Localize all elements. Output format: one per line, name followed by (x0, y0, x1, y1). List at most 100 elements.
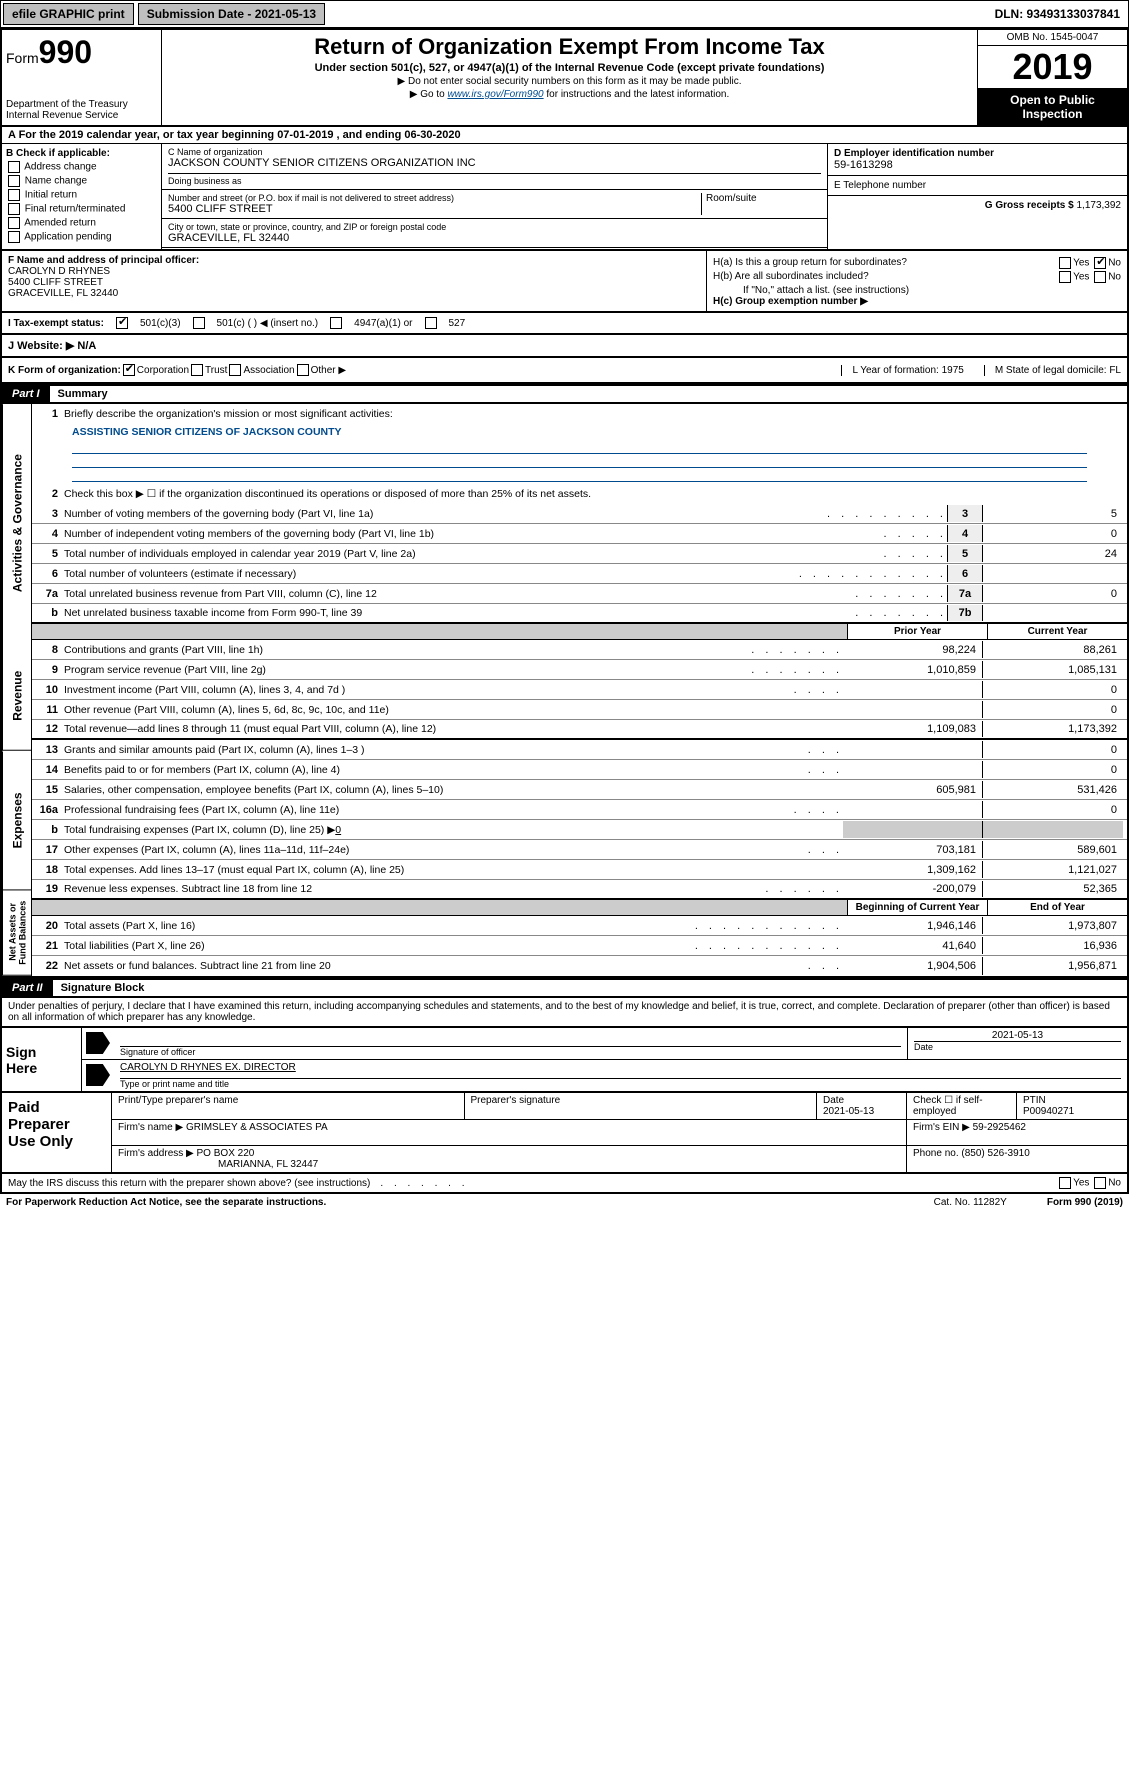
chk-527[interactable] (425, 317, 437, 329)
line12-prior: 1,109,083 (843, 721, 983, 737)
opt-527: 527 (449, 318, 466, 329)
part1-header: Part I Summary (0, 384, 1129, 404)
cat-no: Cat. No. 11282Y (934, 1197, 1007, 1208)
line8-prior: 98,224 (843, 641, 983, 658)
line10-curr: 0 (983, 681, 1123, 698)
line16a-curr: 0 (983, 801, 1123, 818)
dept-irs: Internal Revenue Service (6, 110, 157, 121)
line18-curr: 1,121,027 (983, 861, 1123, 878)
hb-yes[interactable] (1059, 271, 1071, 283)
discuss-yes[interactable] (1059, 1177, 1071, 1189)
submission-date-button[interactable]: Submission Date - 2021-05-13 (138, 3, 325, 25)
sign-date-val: 2021-05-13 (914, 1030, 1121, 1041)
firm-addr1: PO BOX 220 (197, 1148, 255, 1159)
revenue-header: Prior Year Current Year (32, 624, 1127, 640)
firm-phone-label: Phone no. (913, 1148, 959, 1159)
form-title: Return of Organization Exempt From Incom… (168, 34, 971, 60)
ein-value: 59-1613298 (834, 159, 1121, 171)
chk-amended-return[interactable]: Amended return (6, 217, 157, 229)
line16b-curr (983, 821, 1123, 838)
ha-yes[interactable] (1059, 257, 1071, 269)
chk-501c3[interactable] (116, 317, 128, 329)
officer-name-label: Type or print name and title (120, 1078, 1121, 1089)
form-subtitle: Under section 501(c), 527, or 4947(a)(1)… (168, 62, 971, 74)
line15-prior: 605,981 (843, 781, 983, 798)
sign-label-1: Sign (6, 1044, 77, 1060)
line6-label: Total number of volunteers (estimate if … (64, 568, 799, 580)
gross-receipts: G Gross receipts $ 1,173,392 (828, 196, 1127, 215)
city-label: City or town, state or province, country… (168, 222, 821, 232)
line21-label: Total liabilities (Part X, line 26) (64, 940, 695, 952)
line9-curr: 1,085,131 (983, 661, 1123, 678)
street-label: Number and street (or P.O. box if mail i… (168, 193, 701, 203)
discuss-row: May the IRS discuss this return with the… (0, 1174, 1129, 1194)
line20-curr: 1,973,807 (983, 917, 1123, 934)
org-name: JACKSON COUNTY SENIOR CITIZENS ORGANIZAT… (168, 157, 821, 169)
row-a-tax-year: A For the 2019 calendar year, or tax yea… (0, 127, 1129, 144)
chk-assoc[interactable] (229, 364, 241, 376)
chk-4947[interactable] (330, 317, 342, 329)
mission-line (72, 470, 1087, 482)
line9-label: Program service revenue (Part VIII, line… (64, 664, 751, 676)
line5-val: 24 (983, 545, 1123, 562)
officer-addr1: 5400 CLIFF STREET (8, 277, 700, 288)
hb-label: H(b) Are all subordinates included? (713, 271, 869, 283)
chk-501c[interactable] (193, 317, 205, 329)
ha-no[interactable] (1094, 257, 1106, 269)
firm-name-val: GRIMSLEY & ASSOCIATES PA (186, 1122, 328, 1133)
part2-num: Part II (2, 980, 53, 996)
officer-group-row: F Name and address of principal officer:… (0, 251, 1129, 313)
opt-assoc: Association (243, 365, 294, 376)
chk-address-change[interactable]: Address change (6, 161, 157, 173)
line13-label: Grants and similar amounts paid (Part IX… (64, 744, 808, 756)
dba-label: Doing business as (168, 176, 821, 186)
chk-corp[interactable] (123, 364, 135, 376)
line19-label: Revenue less expenses. Subtract line 18 … (64, 883, 765, 895)
instructions-link[interactable]: www.irs.gov/Form990 (447, 89, 543, 100)
line3-val: 5 (983, 505, 1123, 522)
line18-label: Total expenses. Add lines 13–17 (must eq… (64, 864, 843, 876)
chk-other[interactable] (297, 364, 309, 376)
discuss-label: May the IRS discuss this return with the… (8, 1178, 370, 1189)
sign-label-2: Here (6, 1060, 77, 1076)
firm-addr2: MARIANNA, FL 32447 (118, 1159, 318, 1170)
efile-button[interactable]: efile GRAPHIC print (3, 3, 134, 25)
pra-notice: For Paperwork Reduction Act Notice, see … (6, 1197, 326, 1208)
line17-label: Other expenses (Part IX, column (A), lin… (64, 844, 808, 856)
line8-label: Contributions and grants (Part VIII, lin… (64, 644, 751, 656)
line7a-val: 0 (983, 585, 1123, 602)
line18-prior: 1,309,162 (843, 861, 983, 878)
line12-label: Total revenue—add lines 8 through 11 (mu… (64, 723, 843, 735)
end-year-header: End of Year (987, 900, 1127, 915)
signature-field[interactable] (120, 1030, 901, 1046)
department-label: Department of the Treasury Internal Reve… (6, 99, 157, 121)
col-b-checkboxes: B Check if applicable: Address change Na… (2, 144, 162, 249)
line15-label: Salaries, other compensation, employee b… (64, 784, 843, 796)
officer-addr2: GRACEVILLE, FL 32440 (8, 288, 700, 299)
chk-application-pending[interactable]: Application pending (6, 231, 157, 243)
firm-phone-val: (850) 526-3910 (961, 1148, 1029, 1159)
officer-label: F Name and address of principal officer: (8, 255, 700, 266)
sign-section: Sign Here Signature of officer 2021-05-1… (0, 1028, 1129, 1093)
website-value: N/A (77, 340, 96, 352)
line12-curr: 1,173,392 (983, 721, 1123, 737)
discuss-no[interactable] (1094, 1177, 1106, 1189)
line14-label: Benefits paid to or for members (Part IX… (64, 764, 808, 776)
preparer-name-label: Print/Type preparer's name (112, 1093, 465, 1119)
chk-name-change[interactable]: Name change (6, 175, 157, 187)
chk-final-return[interactable]: Final return/terminated (6, 203, 157, 215)
line5-label: Total number of individuals employed in … (64, 548, 883, 560)
chk-initial-return[interactable]: Initial return (6, 189, 157, 201)
tab-expenses: Expenses (2, 751, 32, 890)
line9-prior: 1,010,859 (843, 661, 983, 678)
tax-year: 2019 (978, 46, 1127, 89)
chk-trust[interactable] (191, 364, 203, 376)
dln-label: DLN: 93493133037841 (987, 4, 1128, 24)
preparer-date-val: 2021-05-13 (823, 1106, 874, 1117)
dept-treasury: Department of the Treasury (6, 99, 157, 110)
line16a-label: Professional fundraising fees (Part IX, … (64, 804, 794, 816)
arrow-icon (86, 1032, 110, 1054)
line14-curr: 0 (983, 761, 1123, 778)
hb-no[interactable] (1094, 271, 1106, 283)
line11-curr: 0 (983, 701, 1123, 718)
